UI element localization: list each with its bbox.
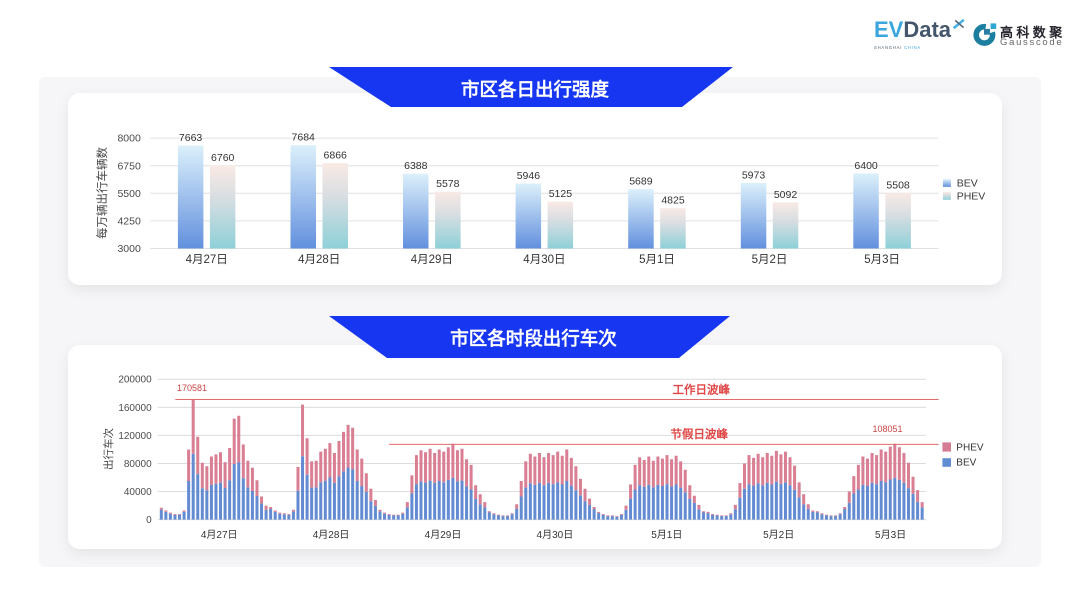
svg-text:4月28日: 4月28日 [298,254,340,266]
svg-text:4月29日: 4月29日 [411,254,453,266]
svg-text:200000: 200000 [118,375,152,386]
svg-text:40000: 40000 [124,487,152,498]
svg-text:5125: 5125 [549,188,573,200]
svg-text:5578: 5578 [436,178,460,190]
svg-text:5月1日: 5月1日 [639,254,675,266]
svg-text:PHEV: PHEV [957,191,986,203]
svg-text:108051: 108051 [872,424,902,434]
svg-text:5月3日: 5月3日 [864,254,900,266]
svg-text:0: 0 [146,515,152,526]
svg-text:出行车次: 出行车次 [102,428,115,470]
svg-text:8000: 8000 [117,133,141,145]
svg-text:7684: 7684 [292,132,316,144]
svg-text:工作日波峰: 工作日波峰 [673,382,731,396]
svg-text:6400: 6400 [854,160,878,172]
svg-text:6866: 6866 [324,150,348,162]
svg-text:6750: 6750 [117,160,141,172]
svg-text:5689: 5689 [629,176,653,188]
svg-text:5月2日: 5月2日 [752,254,788,266]
svg-text:4月28日: 4月28日 [313,529,350,541]
svg-text:PHEV: PHEV [956,442,984,453]
svg-text:120000: 120000 [118,431,152,442]
svg-text:5973: 5973 [742,169,766,181]
svg-text:节假日波峰: 节假日波峰 [671,427,729,441]
svg-text:5508: 5508 [886,180,910,192]
svg-text:4250: 4250 [117,216,141,228]
svg-text:5月3日: 5月3日 [875,529,906,541]
svg-text:7663: 7663 [179,132,203,144]
svg-text:80000: 80000 [124,459,152,470]
svg-text:4月27日: 4月27日 [186,254,228,266]
svg-text:5月2日: 5月2日 [763,529,794,541]
svg-text:6388: 6388 [404,160,428,172]
svg-text:4月30日: 4月30日 [523,254,565,266]
svg-text:5946: 5946 [517,170,541,182]
svg-text:160000: 160000 [118,403,152,414]
svg-text:4月30日: 4月30日 [537,529,574,541]
svg-text:6760: 6760 [211,152,235,164]
svg-text:BEV: BEV [956,458,976,469]
svg-text:4825: 4825 [661,195,685,207]
svg-text:5月1日: 5月1日 [651,529,682,541]
svg-text:每万辆出行车辆数: 每万辆出行车辆数 [95,147,109,239]
svg-text:170581: 170581 [177,383,207,393]
svg-text:4月27日: 4月27日 [201,529,238,541]
svg-text:4月29日: 4月29日 [425,529,462,541]
svg-text:5500: 5500 [117,188,141,200]
svg-text:BEV: BEV [957,178,978,190]
svg-text:5092: 5092 [774,189,798,201]
svg-text:3000: 3000 [117,243,141,255]
